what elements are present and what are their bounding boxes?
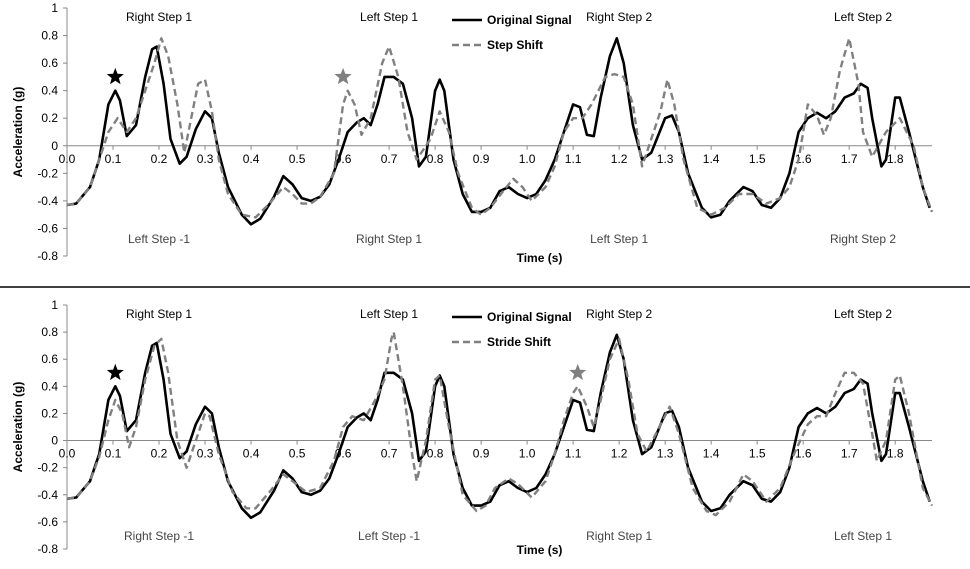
x-tick-label: 1.7 — [841, 152, 858, 166]
y-tick-label: -0.8 — [37, 249, 58, 263]
annotation-top: Right Step 1 — [126, 307, 192, 321]
x-tick-label: 0.1 — [105, 152, 122, 166]
x-tick-label: 0.0 — [59, 447, 76, 461]
x-tick-label: 0.4 — [243, 152, 260, 166]
star-marker — [334, 67, 352, 85]
chart-step-shift: -0.8 -0.6 -0.4 -0.2 0 0.2 0.4 0.6 0.8 1 0.0 0.1 0.2 0… — [11, 1, 934, 265]
x-tick-label: 1.7 — [841, 447, 858, 461]
annotation-top: Left Step 2 — [834, 307, 892, 321]
x-tick-label: 1.0 — [519, 447, 536, 461]
y-tick-label: -0.8 — [37, 542, 58, 556]
x-tick-label: 0.7 — [381, 152, 398, 166]
star-marker — [106, 363, 124, 381]
star-marker — [106, 67, 124, 85]
y-tick-label: 0.8 — [41, 29, 58, 43]
y-axis-title: Acceleration (g) — [11, 382, 25, 473]
x-axis-title: Time (s) — [517, 543, 563, 557]
annotation-top: Left Step 2 — [834, 10, 892, 24]
x-tick-label: 0.3 — [197, 447, 214, 461]
y-tick-label: 0.4 — [41, 379, 58, 393]
y-tick-label: -0.6 — [37, 221, 58, 235]
x-tick-label: 1.5 — [749, 152, 766, 166]
legend-label: Stride Shift — [487, 335, 551, 349]
x-tick-label: 0.3 — [197, 152, 214, 166]
chart-stride-shift: -0.8 -0.6 -0.4 -0.2 0 0.2 0.4 0.6 0.8 1 0.0 0.1 0.2 0… — [11, 298, 934, 557]
y-axis-title: Acceleration (g) — [11, 87, 25, 178]
x-tick-label: 0.2 — [151, 152, 168, 166]
y-tick-label: 0.2 — [41, 406, 58, 420]
y-tick-label: -0.4 — [37, 194, 58, 208]
y-tick-label: 0.6 — [41, 56, 58, 70]
x-tick-label: 1.4 — [703, 152, 720, 166]
x-tick-label: 0.8 — [427, 152, 444, 166]
x-tick-label: 0.5 — [289, 152, 306, 166]
annotation-top: Right Step 1 — [126, 10, 192, 24]
x-axis-title: Time (s) — [517, 251, 563, 265]
y-tick-label: -0.2 — [37, 166, 58, 180]
y-tick-label: 0.8 — [41, 325, 58, 339]
x-tick-label: 1.1 — [565, 152, 582, 166]
annotation-bottom: Right Step 1 — [356, 232, 422, 246]
y-tick-label: 1 — [51, 298, 58, 312]
x-tick-label: 0.8 — [427, 447, 444, 461]
y-tick-label: 0.6 — [41, 352, 58, 366]
annotation-top: Right Step 2 — [586, 10, 652, 24]
y-tick-label: -0.6 — [37, 515, 58, 529]
annotation-bottom: Left Step -1 — [358, 529, 420, 543]
legend-label: Original Signal — [487, 13, 572, 27]
annotation-top: Left Step 1 — [360, 10, 418, 24]
series-line-original-signal — [66, 37, 931, 226]
y-tick-label: 0 — [51, 139, 58, 153]
star-marker — [569, 363, 587, 381]
x-tick-label: 0.9 — [473, 152, 490, 166]
x-tick-label: 1.3 — [657, 447, 674, 461]
x-tick-label: 0.1 — [105, 447, 122, 461]
annotation-bottom: Right Step 2 — [830, 232, 896, 246]
y-tick-label: -0.4 — [37, 488, 58, 502]
x-tick-label: 1.0 — [519, 152, 536, 166]
x-tick-label: 1.6 — [795, 447, 812, 461]
y-tick-label: 1 — [51, 1, 58, 15]
y-tick-label: -0.2 — [37, 461, 58, 475]
annotation-top: Right Step 2 — [586, 307, 652, 321]
x-tick-label: 0.9 — [473, 447, 490, 461]
x-tick-label: 1.1 — [565, 447, 582, 461]
annotation-bottom: Left Step -1 — [128, 232, 190, 246]
y-tick-label: 0.4 — [41, 84, 58, 98]
x-tick-label: 1.6 — [795, 152, 812, 166]
legend-label: Original Signal — [487, 310, 572, 324]
x-tick-label: 0.7 — [381, 447, 398, 461]
x-tick-label: 1.2 — [611, 447, 628, 461]
legend-label: Step Shift — [487, 38, 543, 52]
x-tick-label: 0.2 — [151, 447, 168, 461]
x-tick-label: 1.3 — [657, 152, 674, 166]
annotation-bottom: Left Step 1 — [834, 529, 892, 543]
x-tick-label: 0.0 — [59, 152, 76, 166]
annotation-bottom: Left Step 1 — [590, 232, 648, 246]
x-tick-label: 0.4 — [243, 447, 260, 461]
series-line-original-signal — [66, 333, 931, 520]
y-tick-label: 0 — [51, 434, 58, 448]
x-tick-label: 0.5 — [289, 447, 306, 461]
y-tick-label: 0.2 — [41, 111, 58, 125]
x-tick-label: 1.2 — [611, 152, 628, 166]
x-tick-label: 1.5 — [749, 447, 766, 461]
annotation-top: Left Step 1 — [360, 307, 418, 321]
x-tick-label: 1.8 — [887, 447, 904, 461]
annotation-bottom: Right Step 1 — [586, 529, 652, 543]
x-tick-label: 1.8 — [887, 152, 904, 166]
series-line-shift — [66, 330, 934, 517]
annotation-bottom: Right Step -1 — [124, 529, 194, 543]
x-tick-label: 1.4 — [703, 447, 720, 461]
series-line-shift — [66, 37, 934, 219]
